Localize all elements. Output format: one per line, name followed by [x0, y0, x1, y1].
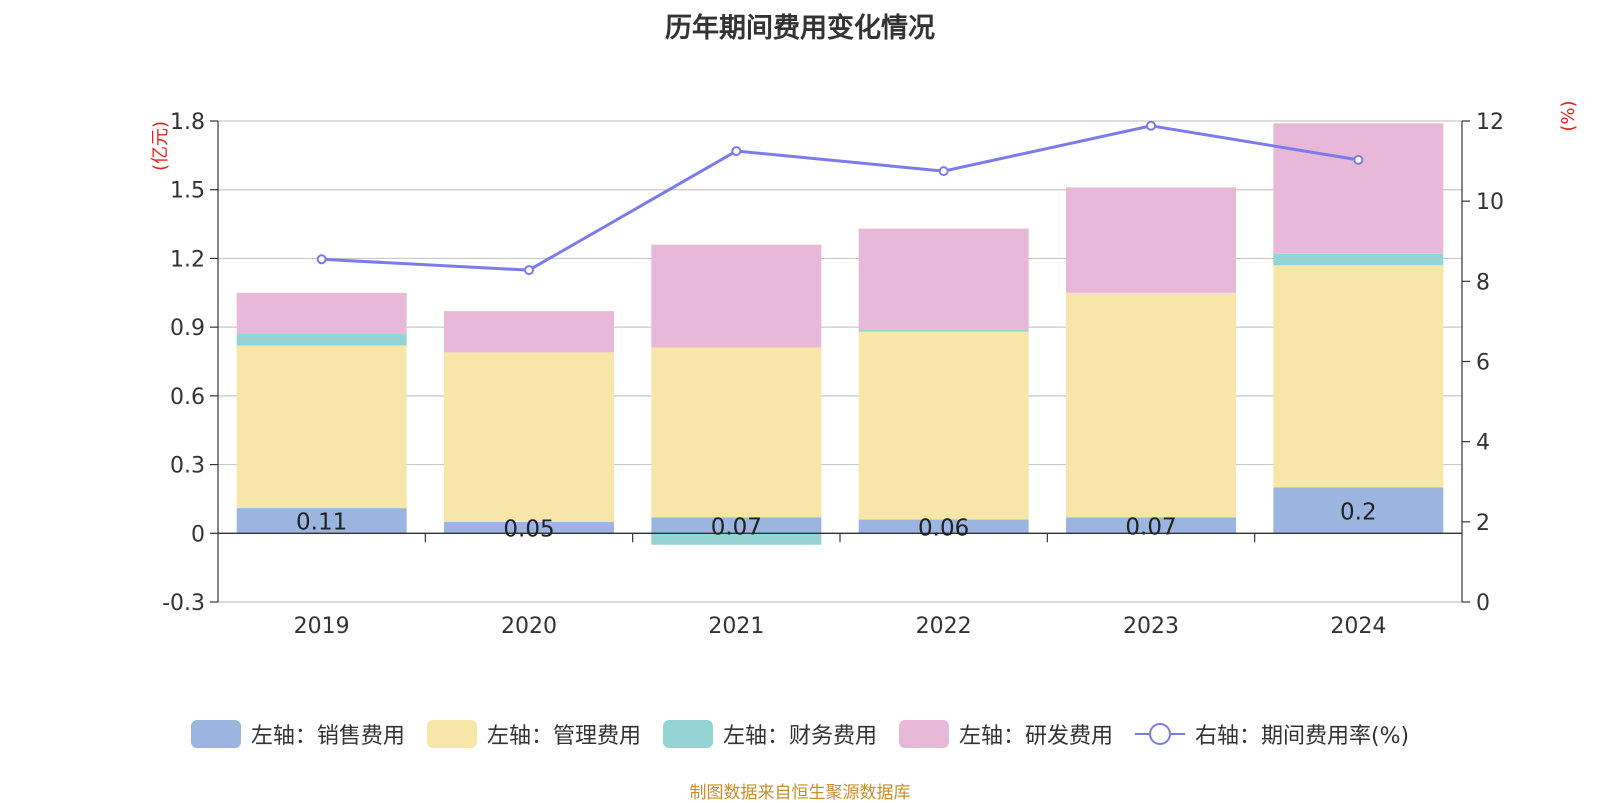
bar-sales: [444, 521, 614, 534]
rate-line: [321, 124, 1359, 272]
bar-finance: [1273, 253, 1444, 266]
x-tick-label: 2020: [501, 614, 557, 639]
right-tick-label: 2: [1476, 511, 1490, 536]
rate-point: [1146, 120, 1156, 131]
bar-rd: [236, 292, 407, 335]
right-axis-unit: (%): [1558, 100, 1579, 131]
legend-item-rd[interactable]: 左轴：研发费用: [898, 718, 1113, 750]
bar-finance: [236, 334, 407, 346]
chart-title: 历年期间费用变化情况: [665, 13, 935, 44]
bar-management: [444, 352, 614, 522]
chart-plot: -0.3 0 0.3 0.6 0.9 1.2 1.5 1.8 0 2 4 6 8 10 12 (亿元) (%) 0…: [150, 100, 1579, 639]
left-tick-label: 1.8: [170, 110, 205, 135]
bar-management: [1273, 265, 1444, 488]
bar-rd: [444, 311, 614, 353]
rate-point: [938, 166, 949, 177]
legend-label: 左轴：销售费用: [250, 724, 405, 749]
left-tick-label: 1.2: [170, 247, 205, 272]
data-label: 0.05: [503, 517, 554, 543]
legend-label: 左轴：管理费用: [486, 724, 641, 749]
bar-rd: [858, 228, 1029, 330]
legend-label: 左轴：财务费用: [722, 724, 877, 749]
right-tick-label: 8: [1476, 270, 1490, 295]
right-tick-label: 10: [1476, 190, 1504, 215]
legend-item-rate[interactable]: 右轴：期间费用率(%): [1134, 718, 1410, 750]
legend-item-management[interactable]: 左轴：管理费用: [426, 718, 641, 750]
bar-sales: [858, 519, 1029, 534]
right-tick-label: 4: [1476, 431, 1490, 456]
rate-point: [316, 254, 327, 265]
left-tick-label: 0.6: [170, 385, 205, 410]
right-tick-label: 6: [1476, 351, 1490, 376]
legend-swatch: [190, 720, 241, 748]
x-tick-label: 2023: [1123, 614, 1179, 639]
bar-sales: [651, 517, 822, 534]
bar-finance: [651, 533, 822, 545]
bar-rd: [1066, 187, 1236, 293]
chart-legend: 左轴：销售费用 左轴：管理费用 左轴：财务费用 左轴：研发费用 右轴：期间费用率(%): [0, 718, 1600, 750]
data-label: 0.2: [1340, 499, 1377, 525]
bar-management: [1066, 292, 1236, 518]
legend-swatch: [898, 720, 949, 748]
bar-management: [651, 347, 822, 518]
left-tick-label: -0.3: [162, 591, 205, 616]
left-tick-label: 0: [191, 522, 205, 547]
bar-management: [236, 345, 407, 509]
legend-label: 左轴：研发费用: [958, 724, 1113, 749]
legend-item-sales[interactable]: 左轴：销售费用: [190, 718, 405, 750]
legend-swatch: [662, 720, 713, 748]
x-tick-label: 2024: [1330, 614, 1386, 639]
left-axis-unit: (亿元): [150, 121, 171, 171]
left-tick-label: 0.3: [170, 454, 205, 479]
bar-finance: [858, 329, 1029, 332]
bar-sales: [1273, 487, 1444, 534]
bar-sales: [1066, 517, 1236, 534]
x-tick-label: 2022: [916, 614, 972, 639]
rate-point: [524, 265, 534, 276]
bar-rd: [651, 244, 822, 348]
left-tick-label: 1.5: [170, 179, 205, 204]
right-tick-label: 0: [1476, 591, 1490, 616]
rate-point: [731, 146, 742, 157]
bar-management: [858, 331, 1029, 520]
data-label: 0.06: [918, 515, 969, 541]
right-tick-label: 12: [1476, 110, 1504, 135]
legend-item-finance[interactable]: 左轴：财务费用: [662, 718, 877, 750]
data-label: 0.11: [296, 510, 347, 536]
source-note: 制图数据来自恒生聚源数据库: [689, 783, 911, 803]
bar-rd: [1273, 123, 1444, 254]
x-tick-label: 2021: [708, 614, 764, 639]
legend-label: 右轴：期间费用率(%): [1194, 724, 1410, 749]
left-tick-label: 0.9: [170, 316, 205, 341]
x-tick-label: 2019: [294, 614, 350, 639]
rate-point: [1353, 154, 1364, 165]
data-label: 0.07: [711, 514, 762, 540]
legend-line-marker-icon: [1134, 720, 1185, 748]
legend-swatch: [426, 720, 477, 748]
bar-sales: [236, 508, 407, 534]
data-label: 0.07: [1125, 514, 1176, 540]
